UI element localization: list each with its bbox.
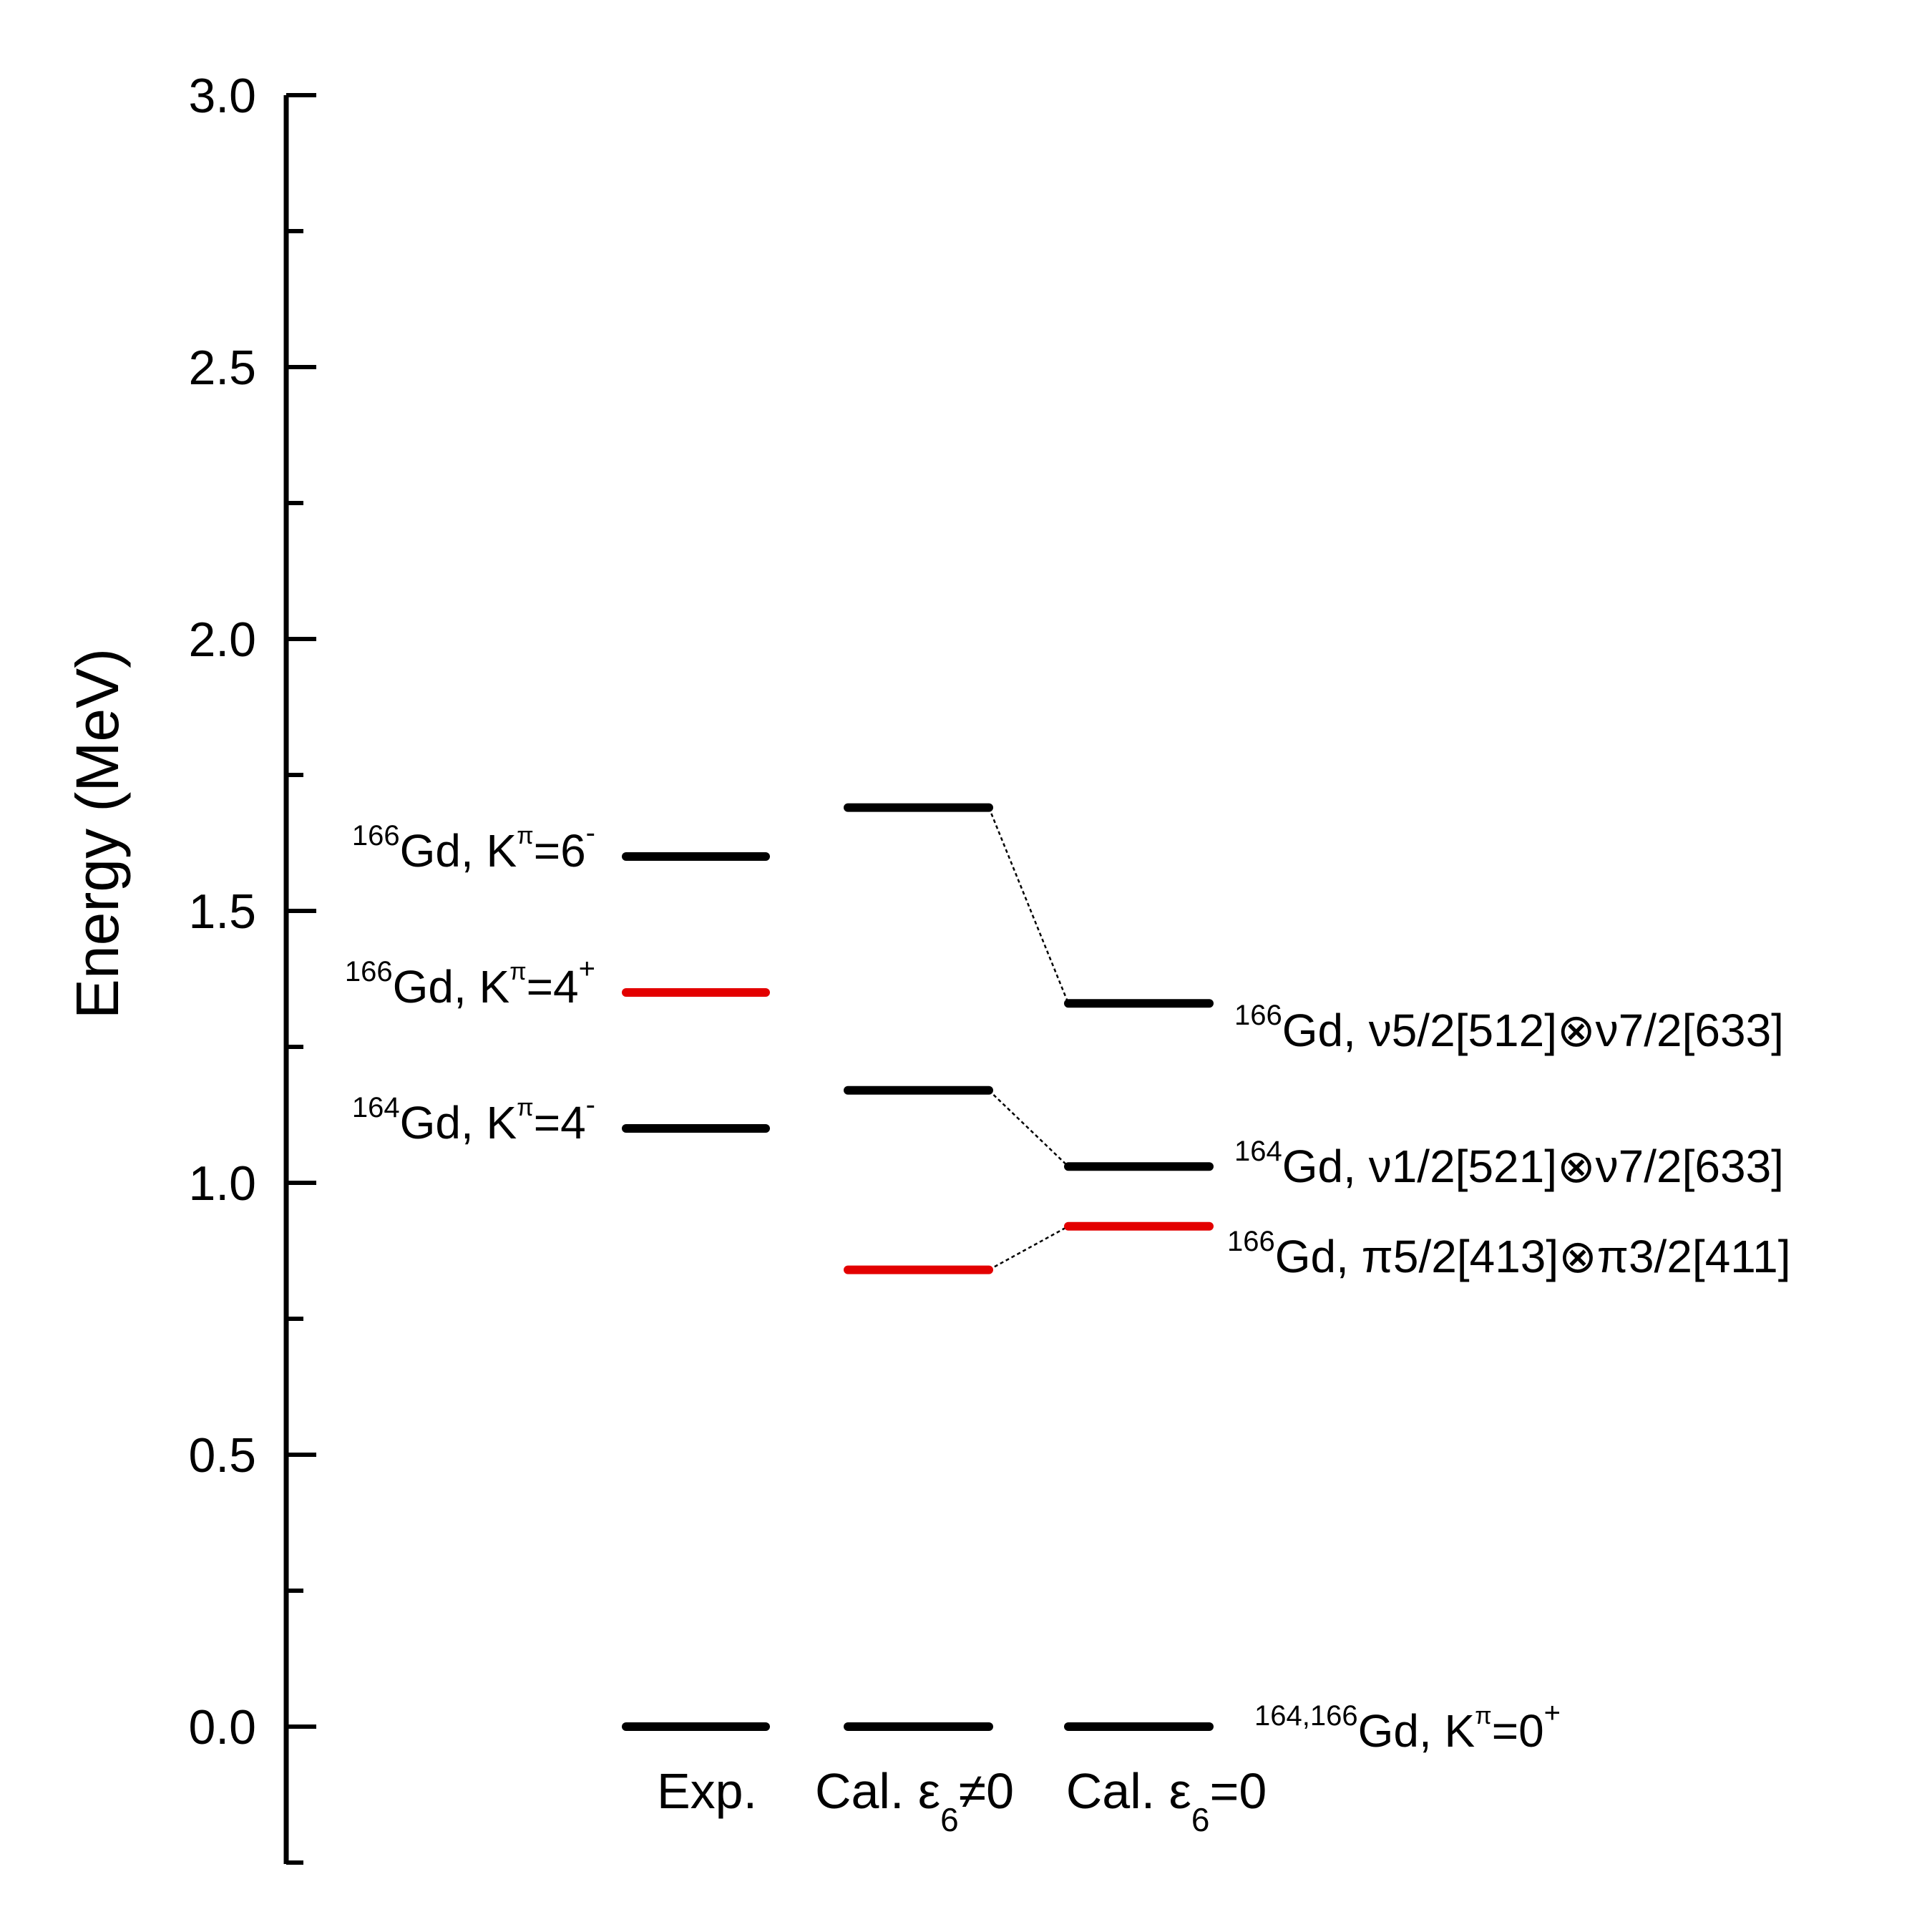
y-axis-title: Energy (MeV) [64,648,131,1019]
y-tick-label: 0.0 [188,1700,256,1755]
connector-line [988,1089,1069,1168]
column-label-cal_e6_ne0: Cal. ε6≠0 [815,1763,1014,1838]
level-label-left: 164Gd, Kπ=4- [352,1089,595,1148]
level-label-left: 166Gd, Kπ=6- [352,817,595,877]
level-label-right: 166Gd, π5/2[413]⊗π3/2[411] [1227,1226,1791,1282]
level-label-right: 166Gd, ν5/2[512]⊗ν7/2[633] [1234,1000,1784,1056]
y-tick-label: 3.0 [188,69,256,123]
y-tick-label: 2.0 [188,613,256,667]
level-label-right: 164Gd, ν1/2[521]⊗ν7/2[633] [1234,1136,1784,1192]
connector-line [988,1225,1069,1271]
level-label-left: 166Gd, Kπ=4+ [345,953,595,1013]
y-tick-label: 1.0 [188,1156,256,1211]
y-tick-label: 0.5 [188,1428,256,1483]
level-label-right: 164,166Gd, Kπ=0+ [1254,1697,1561,1757]
y-tick-label: 1.5 [188,884,256,939]
column-label-exp: Exp. [657,1763,757,1819]
y-tick-label: 2.5 [188,341,256,395]
column-label-cal_e6_eq0: Cal. ε6=0 [1066,1763,1267,1838]
connector-line [987,807,1070,1004]
